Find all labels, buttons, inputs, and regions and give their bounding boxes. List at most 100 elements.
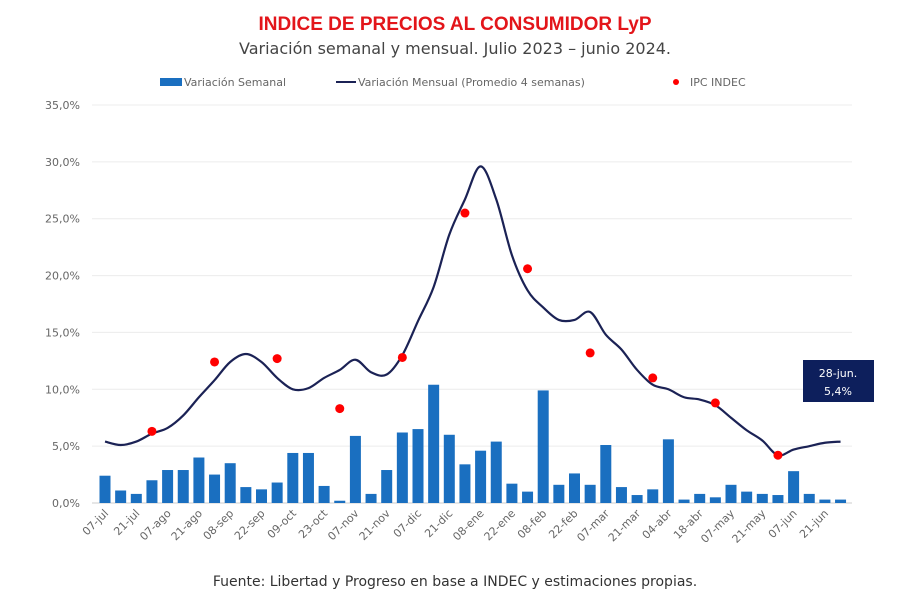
x-tick-label: 23-oct — [296, 506, 331, 541]
x-tick-label: 04-abr — [640, 507, 675, 542]
weekly-bar — [349, 435, 361, 503]
gridlines — [92, 104, 852, 504]
y-tick-label: 25,0% — [45, 213, 80, 226]
x-tick-label: 07-jun — [766, 507, 800, 541]
x-axis: 07-jul 21-jul07-ago21-ago08-sep22-sep09-o… — [80, 506, 831, 545]
annotation-box: 28-jun. 5,4% — [803, 360, 874, 402]
weekly-bar — [99, 475, 111, 503]
weekly-bar — [428, 384, 440, 503]
weekly-bar — [177, 470, 189, 503]
weekly-bar — [318, 485, 330, 503]
weekly-bar — [162, 470, 174, 503]
weekly-bar — [647, 489, 659, 503]
weekly-bar — [725, 484, 737, 503]
y-tick-label: 20,0% — [45, 270, 80, 283]
legend: Variación Semanal Variación Mensual (Pro… — [160, 76, 746, 89]
ipc-point — [648, 373, 658, 383]
x-tick-label: 07-jul — [80, 507, 111, 538]
chart-title: INDICE DE PRECIOS AL CONSUMIDOR LyP — [258, 14, 651, 35]
weekly-bar — [662, 439, 674, 503]
weekly-bar — [537, 390, 549, 503]
y-tick-label: 0,0% — [52, 497, 80, 510]
x-tick-label: 21-nov — [357, 507, 394, 544]
weekly-bar — [240, 487, 252, 503]
y-tick-label: 5,0% — [52, 440, 80, 453]
weekly-bar — [835, 499, 847, 503]
legend-swatch-ipc — [673, 79, 679, 85]
weekly-bar — [506, 483, 518, 503]
ipc-point — [335, 404, 345, 414]
weekly-bar — [678, 499, 690, 503]
weekly-bar — [130, 493, 142, 503]
weekly-bar — [287, 452, 299, 503]
x-tick-label: 08-sep — [201, 507, 237, 543]
ipc-point — [710, 398, 720, 408]
chart-subtitle: Variación semanal y mensual. Julio 2023 … — [239, 39, 671, 58]
x-tick-label: 07-nov — [325, 507, 362, 544]
weekly-bar — [772, 495, 784, 503]
weekly-bar — [115, 490, 127, 503]
x-tick-label: 07-dic — [391, 507, 424, 540]
weekly-bar — [631, 495, 643, 503]
weekly-bars — [99, 384, 847, 503]
weekly-bar — [600, 445, 612, 503]
weekly-bar — [584, 484, 596, 503]
x-tick-label: 07-ago — [137, 507, 174, 544]
ipc-point — [210, 357, 220, 367]
ipc-point — [523, 264, 533, 274]
weekly-bar — [490, 441, 502, 503]
weekly-bar — [741, 491, 753, 503]
weekly-bar — [365, 493, 377, 503]
ipc-point — [397, 352, 407, 362]
ipc-point — [585, 348, 595, 358]
weekly-bar — [271, 482, 283, 503]
legend-label-weekly: Variación Semanal — [184, 76, 286, 89]
weekly-bar — [553, 484, 565, 503]
weekly-bar — [819, 499, 831, 503]
weekly-bar — [459, 464, 471, 503]
annotation-value: 5,4% — [824, 385, 852, 398]
weekly-bar — [522, 491, 534, 503]
weekly-bar — [788, 471, 800, 503]
weekly-bar — [443, 434, 455, 503]
weekly-bar — [569, 473, 580, 503]
x-tick-label: 21-mar — [606, 507, 644, 545]
ipc-point — [460, 208, 470, 218]
weekly-bar — [756, 493, 768, 503]
weekly-bar — [694, 493, 706, 503]
y-tick-label: 35,0% — [45, 99, 80, 112]
y-tick-label: 30,0% — [45, 156, 80, 169]
y-tick-label: 10,0% — [45, 383, 80, 396]
weekly-bar — [302, 452, 314, 503]
ipc-point — [147, 426, 157, 436]
chart-source: Fuente: Libertad y Progreso en base a IN… — [213, 574, 697, 590]
weekly-bar — [334, 500, 346, 503]
x-tick-label: 08-feb — [515, 507, 549, 541]
weekly-bar — [709, 497, 721, 503]
weekly-bar — [256, 489, 267, 503]
x-tick-label: 21-jun — [797, 507, 831, 541]
weekly-bar — [803, 493, 815, 503]
ipc-point — [773, 450, 783, 460]
weekly-bar — [193, 457, 205, 503]
y-axis: 0,0% 5,0% 10,0% 15,0% 20,0% 25,0% 30,0% 35,0% — [45, 99, 80, 510]
x-tick-label: 22-sep — [232, 507, 268, 543]
weekly-bar — [381, 470, 393, 503]
legend-swatch-weekly — [160, 78, 182, 86]
ipc-points — [147, 208, 783, 460]
annotation-date: 28-jun. — [819, 367, 857, 380]
ipc-point — [272, 354, 282, 364]
weekly-bar — [146, 480, 158, 503]
legend-label-ipc: IPC INDEC — [690, 76, 746, 89]
x-tick-label: 21-ago — [169, 507, 206, 544]
x-tick-label: 07-mar — [574, 507, 612, 545]
x-tick-label: 21-may — [730, 507, 769, 546]
legend-label-monthly: Variación Mensual (Promedio 4 semanas) — [358, 76, 585, 89]
x-tick-label: 08-ene — [450, 507, 487, 544]
x-tick-label: 22-ene — [482, 507, 519, 544]
weekly-bar — [615, 487, 627, 503]
weekly-bar — [224, 463, 236, 503]
weekly-bar — [396, 432, 408, 503]
x-tick-label: 09-oct — [265, 506, 300, 541]
